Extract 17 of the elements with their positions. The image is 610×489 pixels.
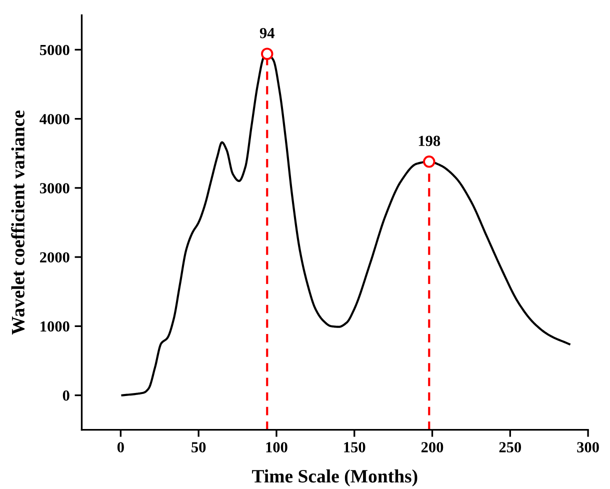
x-axis-title: Time Scale (Months) [252,469,418,486]
x-tick-label: 0 [117,442,124,452]
annotation: 94 [260,28,274,38]
y-tick-label: 5000 [40,44,70,56]
x-tick-label: 250 [499,442,522,452]
y-axis-title: Wavelet coefficient variance [11,110,25,335]
x-tick-label: 100 [266,442,288,452]
annotation: 198 [418,136,440,146]
y-tick-label: 3000 [40,183,70,194]
x-tick-label: 300 [577,442,599,452]
y-tick-label: 1000 [40,321,70,332]
x-tick-label: 50 [192,442,206,452]
y-tick-label: 2000 [40,252,70,262]
x-tick-label: 150 [344,442,366,452]
y-tick-label: 4000 [40,114,70,124]
x-tick-label: 200 [421,442,444,452]
y-tick-label: 0 [62,390,70,401]
